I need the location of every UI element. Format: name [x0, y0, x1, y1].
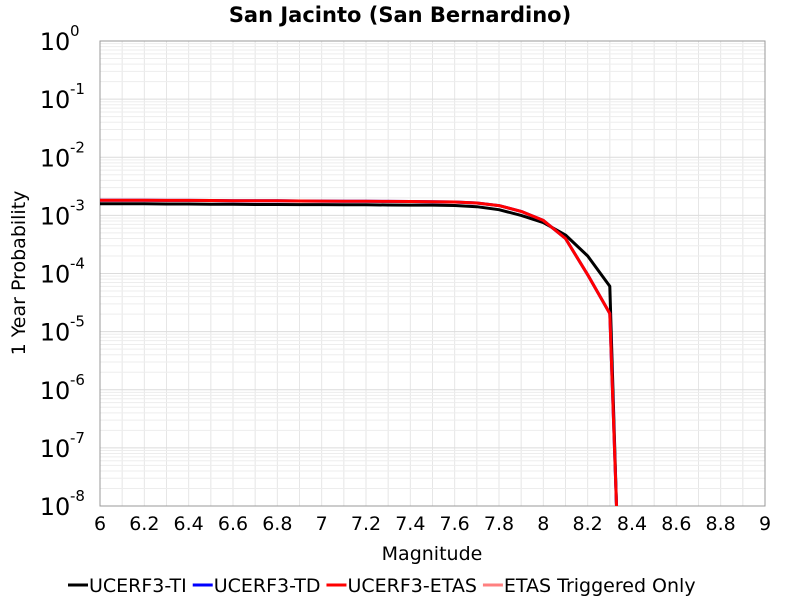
x-tick-label: 6.8 — [262, 513, 292, 535]
y-tick-base: 10 — [40, 493, 71, 521]
y-tick-exponent: -7 — [70, 429, 85, 447]
y-tick-base: 10 — [40, 377, 71, 405]
y-tick-exponent: -3 — [70, 196, 85, 214]
x-tick-labels: 6 6.2 6.4 6.6 6.8 7 7.2 7.4 7.6 7.8 8 8.2 8.4 8.6 8.8 9 — [94, 513, 771, 535]
legend-item: UCERF3-TD — [192, 575, 321, 597]
legend-item: UCERF3-ETAS — [326, 575, 477, 597]
x-tick-label: 8.8 — [706, 513, 736, 535]
x-tick-label: 6.4 — [174, 513, 204, 535]
y-tick-label: 10 -4 — [40, 255, 85, 289]
legend-label: UCERF3-ETAS — [347, 575, 476, 597]
legend-label: ETAS Triggered Only — [504, 575, 696, 597]
y-tick-exponent: 0 — [70, 22, 80, 40]
y-axis-label: 1 Year Probability — [8, 191, 30, 356]
x-tick-label: 8 — [537, 513, 549, 535]
legend-item: UCERF3-TI — [68, 575, 187, 597]
series-layer — [100, 198, 618, 507]
y-tick-label: 10 -7 — [40, 429, 85, 463]
plot-area — [99, 40, 766, 507]
y-tick-label: 10 -6 — [40, 371, 85, 405]
y-tick-exponent: -1 — [70, 80, 85, 98]
x-tick-label: 7 — [316, 513, 328, 535]
y-tick-exponent: -8 — [70, 487, 85, 505]
x-tick-label: 8.4 — [617, 513, 647, 535]
y-tick-exponent: -2 — [70, 138, 85, 156]
y-tick-label: 10 -1 — [40, 80, 85, 114]
x-tick-label: 8.6 — [661, 513, 691, 535]
y-tick-label: 10 0 — [40, 22, 80, 56]
y-tick-exponent: -4 — [70, 255, 85, 273]
y-tick-base: 10 — [40, 319, 71, 347]
x-tick-label: 7.4 — [395, 513, 425, 535]
grid — [99, 41, 766, 507]
series-line-ucerf3-ti — [100, 202, 618, 507]
y-tick-label: 10 -3 — [40, 196, 85, 230]
legend-label: UCERF3-TI — [89, 575, 187, 597]
x-tick-label: 7.8 — [484, 513, 514, 535]
y-tick-base: 10 — [40, 435, 71, 463]
y-tick-base: 10 — [40, 202, 71, 230]
y-tick-label: 10 -8 — [40, 487, 85, 521]
x-axis-label: Magnitude — [382, 543, 483, 565]
x-tick-label: 6.2 — [129, 513, 159, 535]
x-tick-label: 7.6 — [440, 513, 470, 535]
y-tick-base: 10 — [40, 86, 71, 114]
y-tick-exponent: -6 — [70, 371, 85, 389]
y-tick-base: 10 — [40, 144, 71, 172]
y-tick-exponent: -5 — [70, 313, 85, 331]
x-tick-label: 8.2 — [573, 513, 603, 535]
chart-title: San Jacinto (San Bernardino) — [229, 3, 571, 27]
series-line-ucerf3-etas — [100, 198, 618, 507]
x-tick-label: 9 — [759, 513, 771, 535]
x-tick-label: 6 — [94, 513, 106, 535]
y-tick-base: 10 — [40, 261, 71, 289]
y-tick-base: 10 — [40, 28, 71, 56]
x-tick-label: 6.6 — [218, 513, 248, 535]
y-tick-label: 10 -5 — [40, 313, 85, 347]
legend-label: UCERF3-TD — [214, 575, 321, 597]
y-tick-label: 10 -2 — [40, 138, 85, 172]
legend: UCERF3-TI UCERF3-TD UCERF3-ETAS ETAS Trigge… — [68, 575, 696, 597]
x-tick-label: 7.2 — [351, 513, 381, 535]
legend-item: ETAS Triggered Only — [482, 575, 696, 597]
